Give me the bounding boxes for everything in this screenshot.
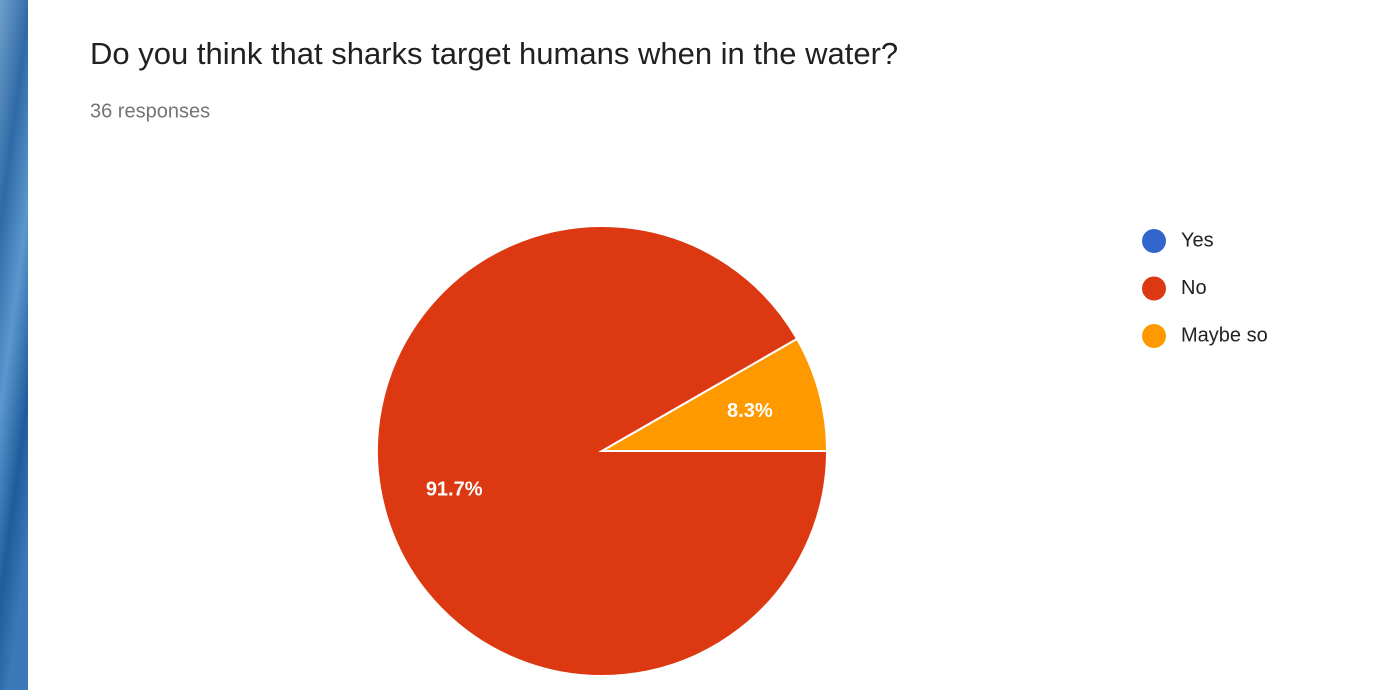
background-strip: [0, 0, 28, 690]
chart-title: Do you think that sharks target humans w…: [90, 36, 898, 71]
legend-label: Yes: [1181, 229, 1214, 251]
legend-label: No: [1181, 277, 1207, 299]
legend-label: Maybe so: [1181, 324, 1268, 346]
pie-slice: [598, 337, 829, 452]
legend-marker: [1142, 276, 1166, 301]
data-label: 91.7%: [426, 479, 483, 501]
legend-marker: [1142, 324, 1166, 348]
chart-subtitle: 36 responses: [90, 100, 210, 122]
legend-marker: [1142, 229, 1166, 253]
data-label: 8.3%: [727, 400, 773, 422]
